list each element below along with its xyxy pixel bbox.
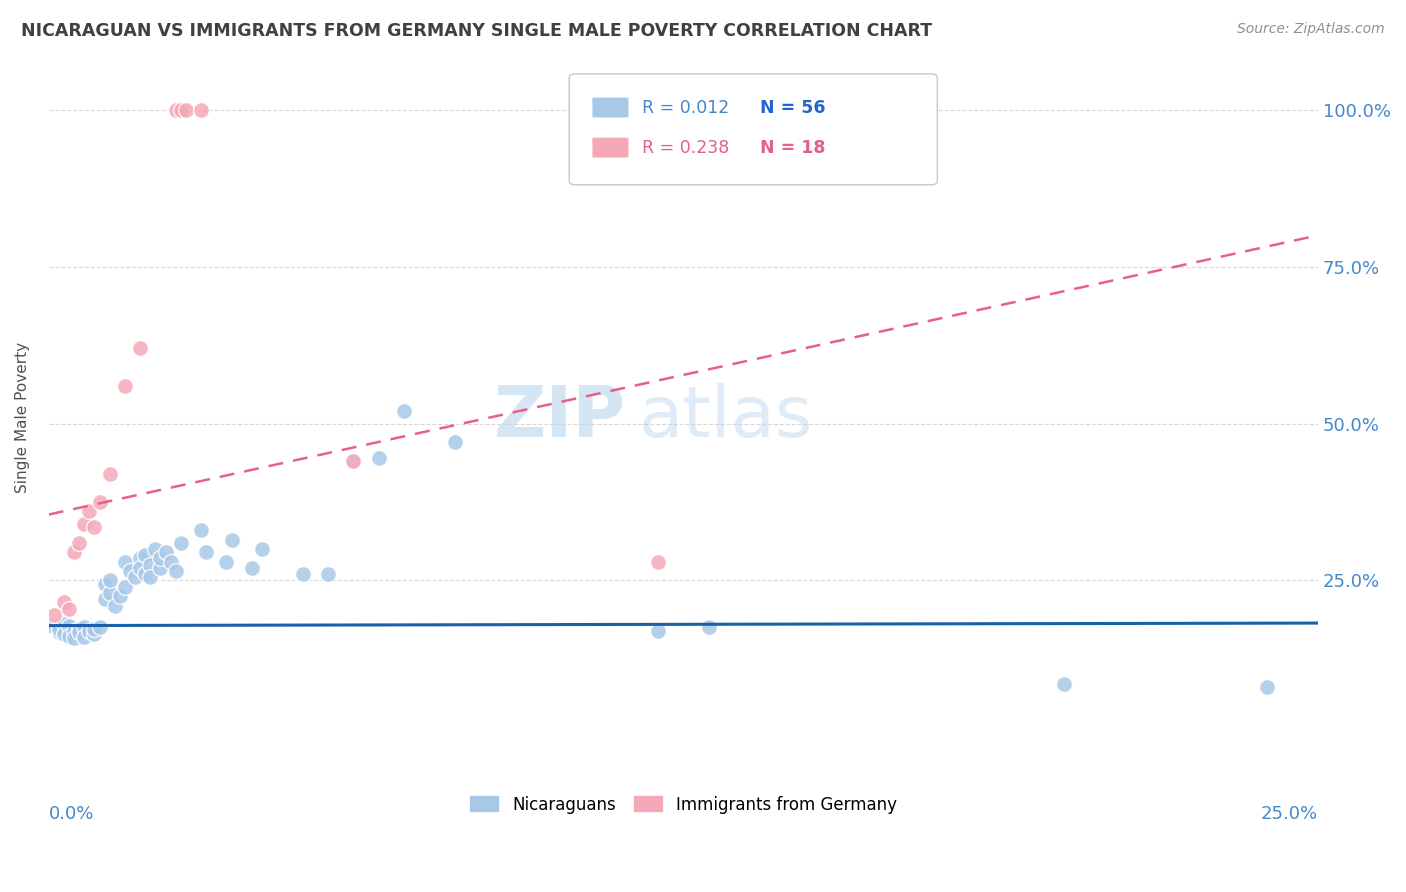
Point bbox=[83, 626, 105, 640]
Point bbox=[170, 103, 193, 117]
Legend: Nicaraguans, Immigrants from Germany: Nicaraguans, Immigrants from Germany bbox=[463, 789, 904, 821]
Point bbox=[165, 564, 187, 578]
Point bbox=[42, 620, 65, 634]
FancyBboxPatch shape bbox=[569, 74, 938, 185]
Point bbox=[98, 467, 121, 481]
Point bbox=[83, 520, 105, 534]
Point bbox=[139, 570, 162, 584]
Point bbox=[108, 589, 131, 603]
Point bbox=[73, 516, 96, 531]
Point bbox=[190, 103, 212, 117]
Point bbox=[190, 523, 212, 537]
Point bbox=[83, 623, 105, 637]
Text: 25.0%: 25.0% bbox=[1261, 805, 1319, 823]
Point bbox=[124, 570, 146, 584]
Point bbox=[114, 379, 136, 393]
Point bbox=[104, 599, 127, 613]
Point bbox=[291, 567, 314, 582]
Point bbox=[67, 535, 90, 549]
Text: Source: ZipAtlas.com: Source: ZipAtlas.com bbox=[1237, 22, 1385, 37]
Point bbox=[89, 620, 111, 634]
Y-axis label: Single Male Poverty: Single Male Poverty bbox=[15, 342, 30, 492]
Point bbox=[73, 630, 96, 644]
Point bbox=[58, 618, 80, 632]
Point bbox=[134, 549, 156, 563]
Point bbox=[129, 561, 152, 575]
Text: N = 18: N = 18 bbox=[759, 138, 825, 157]
Point bbox=[58, 629, 80, 643]
Text: 0.0%: 0.0% bbox=[49, 805, 94, 823]
Point bbox=[145, 542, 167, 557]
Text: atlas: atlas bbox=[638, 383, 814, 451]
Point bbox=[165, 103, 187, 117]
Point bbox=[63, 624, 86, 638]
Text: N = 56: N = 56 bbox=[759, 98, 825, 117]
Point bbox=[93, 576, 115, 591]
Point bbox=[63, 545, 86, 559]
Point bbox=[444, 435, 467, 450]
Point bbox=[53, 617, 76, 632]
Point bbox=[53, 626, 76, 640]
Point bbox=[48, 623, 70, 637]
Point bbox=[170, 535, 193, 549]
Point bbox=[342, 454, 364, 468]
Point bbox=[118, 564, 141, 578]
Point bbox=[647, 624, 669, 638]
Point bbox=[697, 620, 720, 634]
Point bbox=[48, 624, 70, 639]
Point bbox=[174, 103, 197, 117]
Point bbox=[155, 545, 177, 559]
Point bbox=[89, 495, 111, 509]
Point bbox=[129, 551, 152, 566]
Point bbox=[114, 555, 136, 569]
Point bbox=[79, 624, 101, 638]
Point bbox=[67, 624, 90, 639]
Text: R = 0.238: R = 0.238 bbox=[641, 138, 728, 157]
Point bbox=[139, 558, 162, 572]
Point bbox=[367, 451, 389, 466]
Point bbox=[250, 542, 273, 557]
Text: R = 0.012: R = 0.012 bbox=[641, 98, 728, 117]
Point bbox=[98, 574, 121, 588]
Point bbox=[342, 454, 364, 468]
Point bbox=[98, 586, 121, 600]
Point bbox=[392, 404, 415, 418]
Point bbox=[53, 595, 76, 609]
Point bbox=[316, 567, 339, 582]
Point bbox=[149, 551, 172, 566]
Point bbox=[73, 620, 96, 634]
Point bbox=[93, 592, 115, 607]
Point bbox=[159, 555, 181, 569]
FancyBboxPatch shape bbox=[592, 97, 628, 118]
Point bbox=[58, 601, 80, 615]
Point bbox=[134, 567, 156, 582]
Point bbox=[215, 555, 238, 569]
Point bbox=[195, 545, 218, 559]
Point bbox=[647, 555, 669, 569]
Point bbox=[63, 631, 86, 645]
Point bbox=[42, 607, 65, 622]
Point bbox=[1256, 680, 1278, 694]
Point bbox=[79, 504, 101, 518]
Point bbox=[114, 580, 136, 594]
Text: NICARAGUAN VS IMMIGRANTS FROM GERMANY SINGLE MALE POVERTY CORRELATION CHART: NICARAGUAN VS IMMIGRANTS FROM GERMANY SI… bbox=[21, 22, 932, 40]
Point bbox=[221, 533, 243, 547]
Point bbox=[240, 561, 263, 575]
Text: ZIP: ZIP bbox=[494, 383, 626, 451]
Point bbox=[149, 561, 172, 575]
Point bbox=[129, 341, 152, 355]
Point bbox=[1053, 677, 1076, 691]
FancyBboxPatch shape bbox=[592, 137, 628, 158]
Point bbox=[67, 623, 90, 637]
